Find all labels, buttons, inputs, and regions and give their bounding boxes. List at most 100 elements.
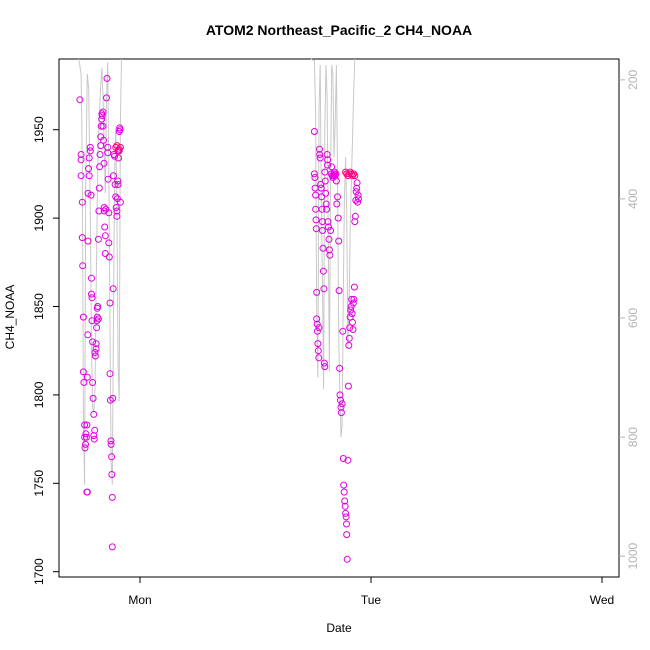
data-point	[80, 379, 88, 386]
data-point	[336, 391, 344, 399]
data-point	[324, 218, 332, 226]
data-point	[343, 520, 350, 528]
data-point	[319, 267, 327, 275]
data-point	[347, 170, 355, 178]
data-point	[114, 147, 122, 155]
data-point	[348, 295, 356, 303]
data-point	[105, 209, 113, 217]
y-tick-label: 1800	[32, 381, 46, 408]
data-point	[89, 338, 97, 346]
data-point	[91, 349, 99, 356]
axes: 1700 1750 1800 1850 1900 1950 Mon Tue Wed 200 400 6…	[32, 70, 640, 607]
data-point	[78, 234, 86, 242]
data-point	[315, 354, 323, 362]
data-point	[347, 306, 355, 314]
data-point	[101, 232, 109, 240]
data-point	[351, 212, 359, 220]
data-point	[316, 151, 324, 158]
data-point	[345, 341, 353, 349]
data-point	[92, 340, 100, 348]
data-point	[116, 126, 124, 134]
data-point	[91, 426, 99, 434]
data-point	[109, 285, 117, 293]
data-point	[318, 193, 326, 201]
data-point	[314, 340, 322, 348]
data-point	[345, 334, 353, 342]
data-point	[107, 440, 115, 448]
x-tick-label: Wed	[590, 593, 614, 607]
data-point	[319, 244, 327, 252]
data-point	[96, 163, 104, 171]
data-point	[93, 313, 101, 321]
data-point	[324, 156, 332, 164]
data-point	[343, 555, 351, 563]
data-point	[85, 165, 92, 173]
y2-tick-label: 400	[626, 189, 640, 209]
data-point	[88, 317, 96, 325]
data-point	[76, 96, 84, 104]
data-point	[104, 143, 112, 151]
data-point	[93, 317, 101, 325]
data-point	[78, 198, 86, 206]
data-point	[90, 432, 98, 440]
data-point	[327, 227, 335, 234]
data-point	[347, 303, 355, 310]
data-point	[341, 502, 349, 510]
data-point	[349, 326, 357, 333]
data-point	[113, 142, 121, 150]
data-point	[86, 143, 94, 151]
data-point	[316, 145, 323, 153]
data-point	[354, 198, 362, 206]
data-point	[115, 145, 123, 153]
data-point	[318, 205, 326, 213]
data-point	[333, 200, 341, 208]
data-point	[77, 172, 85, 180]
y-tick-label: 1850	[32, 293, 46, 320]
data-point	[325, 235, 333, 243]
data-point	[106, 396, 114, 404]
data-point	[101, 223, 109, 231]
data-point	[346, 324, 354, 332]
data-point	[85, 154, 93, 162]
data-point	[86, 147, 94, 155]
data-point	[311, 174, 319, 181]
data-point	[79, 313, 87, 321]
data-point	[114, 177, 122, 185]
data-point	[332, 177, 340, 185]
data-point	[106, 370, 114, 378]
data-point	[350, 283, 358, 291]
y2-tick-label: 800	[626, 427, 640, 447]
data-point	[104, 175, 112, 183]
data-point	[87, 191, 95, 199]
data-point	[340, 488, 348, 496]
data-point	[81, 444, 89, 452]
x-tick-label: Tue	[361, 593, 382, 607]
data-point	[322, 189, 330, 197]
data-point	[82, 440, 89, 448]
data-point	[355, 195, 362, 203]
data-point	[311, 184, 319, 192]
data-point	[323, 151, 331, 158]
data-point	[334, 214, 342, 222]
data-point	[312, 205, 320, 213]
data-point	[83, 421, 91, 429]
data-point	[107, 437, 115, 445]
data-point	[104, 149, 112, 157]
data-point	[320, 359, 328, 367]
data-point	[339, 327, 347, 335]
data-point	[116, 198, 124, 206]
data-point	[336, 364, 344, 372]
data-point	[98, 112, 106, 120]
data-point	[337, 396, 344, 404]
data-point	[114, 181, 122, 188]
chart-title: ATOM2 Northeast_Pacific_2 CH4_NOAA	[206, 22, 472, 38]
data-point	[341, 497, 349, 505]
data-point	[99, 122, 107, 130]
y-tick-label: 1700	[32, 558, 46, 585]
data-point	[100, 207, 108, 215]
data-point	[94, 235, 102, 243]
data-point	[89, 394, 97, 402]
data-point	[113, 212, 121, 220]
data-point	[332, 170, 340, 178]
